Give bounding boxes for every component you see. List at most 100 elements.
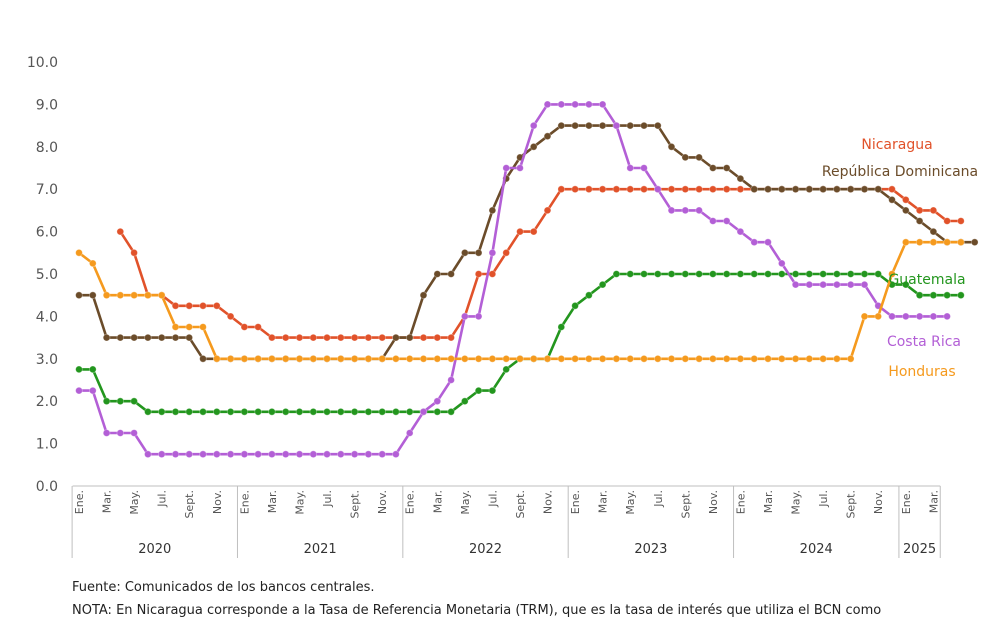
data-point bbox=[240, 323, 249, 331]
x-axis: Ene. Mar. May. Jul. Sept. Nov. Ene. Mar. May. Jul… bbox=[71, 485, 941, 558]
data-point bbox=[681, 153, 690, 162]
data-point bbox=[764, 185, 772, 194]
data-point bbox=[405, 429, 414, 437]
month-label: Mar. bbox=[431, 490, 444, 513]
data-point bbox=[419, 291, 428, 300]
data-point bbox=[805, 280, 814, 289]
month-label: Nov. bbox=[376, 490, 389, 514]
data-point bbox=[612, 270, 621, 278]
data-point bbox=[199, 301, 207, 310]
y-tick-label: 10.0 bbox=[27, 55, 58, 71]
data-point bbox=[213, 301, 221, 310]
month-label: Nov. bbox=[707, 490, 720, 514]
data-point bbox=[736, 270, 745, 278]
series-labels: Nicaragua República Dominicana Guatemala Co… bbox=[822, 137, 978, 380]
data-point bbox=[144, 407, 152, 416]
month-label: Nov. bbox=[542, 490, 555, 514]
data-point bbox=[846, 280, 855, 289]
data-point bbox=[640, 164, 648, 172]
data-point bbox=[626, 185, 634, 194]
data-point bbox=[433, 407, 442, 416]
data-point bbox=[144, 333, 152, 342]
data-point bbox=[901, 196, 910, 204]
data-point bbox=[612, 185, 621, 194]
data-point bbox=[929, 291, 938, 300]
data-point bbox=[309, 407, 318, 416]
data-point bbox=[915, 217, 924, 225]
month-label: Ene. bbox=[238, 490, 251, 514]
data-point bbox=[929, 238, 938, 247]
data-point bbox=[860, 270, 869, 278]
data-point bbox=[516, 354, 524, 363]
series-line bbox=[79, 103, 948, 456]
data-point bbox=[419, 407, 428, 416]
data-point bbox=[254, 450, 262, 459]
data-point bbox=[405, 354, 414, 363]
month-label: Ene. bbox=[569, 490, 582, 514]
data-point bbox=[488, 249, 497, 257]
data-point bbox=[350, 407, 359, 416]
data-point bbox=[819, 280, 827, 289]
data-point bbox=[695, 270, 703, 278]
data-point bbox=[323, 354, 331, 363]
data-point bbox=[502, 354, 511, 363]
data-point bbox=[722, 217, 731, 225]
data-point bbox=[502, 249, 511, 257]
data-point bbox=[116, 429, 125, 437]
month-label: Ene. bbox=[404, 490, 417, 514]
data-point bbox=[626, 270, 634, 278]
data-point bbox=[295, 407, 304, 416]
data-point bbox=[474, 270, 483, 278]
data-point bbox=[681, 185, 690, 194]
data-point bbox=[460, 397, 469, 406]
data-point bbox=[157, 291, 166, 300]
series-label: Guatemala bbox=[888, 272, 965, 288]
data-point bbox=[667, 354, 676, 363]
data-point bbox=[254, 354, 262, 363]
data-point bbox=[89, 386, 97, 395]
data-point bbox=[777, 185, 786, 194]
month-label: Sept. bbox=[845, 490, 858, 519]
data-point bbox=[695, 206, 703, 215]
month-label: Mar. bbox=[762, 490, 775, 513]
data-point bbox=[722, 164, 731, 172]
y-axis: 0.0 1.0 2.0 3.0 4.0 5.0 6.0 7.0 8.0 9.0 10.0 bbox=[27, 55, 58, 495]
data-point bbox=[681, 354, 690, 363]
data-point bbox=[667, 206, 676, 215]
y-tick-label: 2.0 bbox=[36, 394, 58, 410]
data-point bbox=[447, 333, 455, 342]
data-point bbox=[185, 407, 194, 416]
data-point bbox=[89, 365, 97, 374]
data-point bbox=[750, 238, 758, 247]
data-point bbox=[336, 354, 345, 363]
data-point bbox=[585, 291, 593, 300]
data-point bbox=[943, 238, 951, 247]
data-point bbox=[502, 164, 511, 172]
data-point bbox=[791, 270, 800, 278]
data-point bbox=[447, 376, 455, 384]
data-point bbox=[585, 185, 593, 194]
data-point bbox=[805, 185, 814, 194]
data-point bbox=[433, 354, 442, 363]
data-point bbox=[805, 354, 814, 363]
data-point bbox=[557, 185, 566, 194]
data-point bbox=[777, 259, 786, 268]
data-point bbox=[364, 333, 373, 342]
data-point bbox=[653, 121, 662, 130]
data-point bbox=[309, 333, 318, 342]
data-point bbox=[626, 354, 634, 363]
data-point bbox=[460, 249, 469, 257]
data-point bbox=[268, 450, 276, 459]
data-point bbox=[323, 450, 331, 459]
data-point bbox=[860, 280, 869, 289]
year-label: 2024 bbox=[800, 542, 833, 557]
data-point bbox=[75, 365, 83, 374]
data-point bbox=[709, 185, 717, 194]
year-label: 2023 bbox=[634, 542, 667, 557]
data-point bbox=[199, 407, 207, 416]
data-point bbox=[171, 323, 180, 331]
data-point bbox=[309, 354, 318, 363]
data-point bbox=[653, 354, 662, 363]
year-label: 2021 bbox=[304, 542, 337, 557]
data-point bbox=[268, 333, 276, 342]
